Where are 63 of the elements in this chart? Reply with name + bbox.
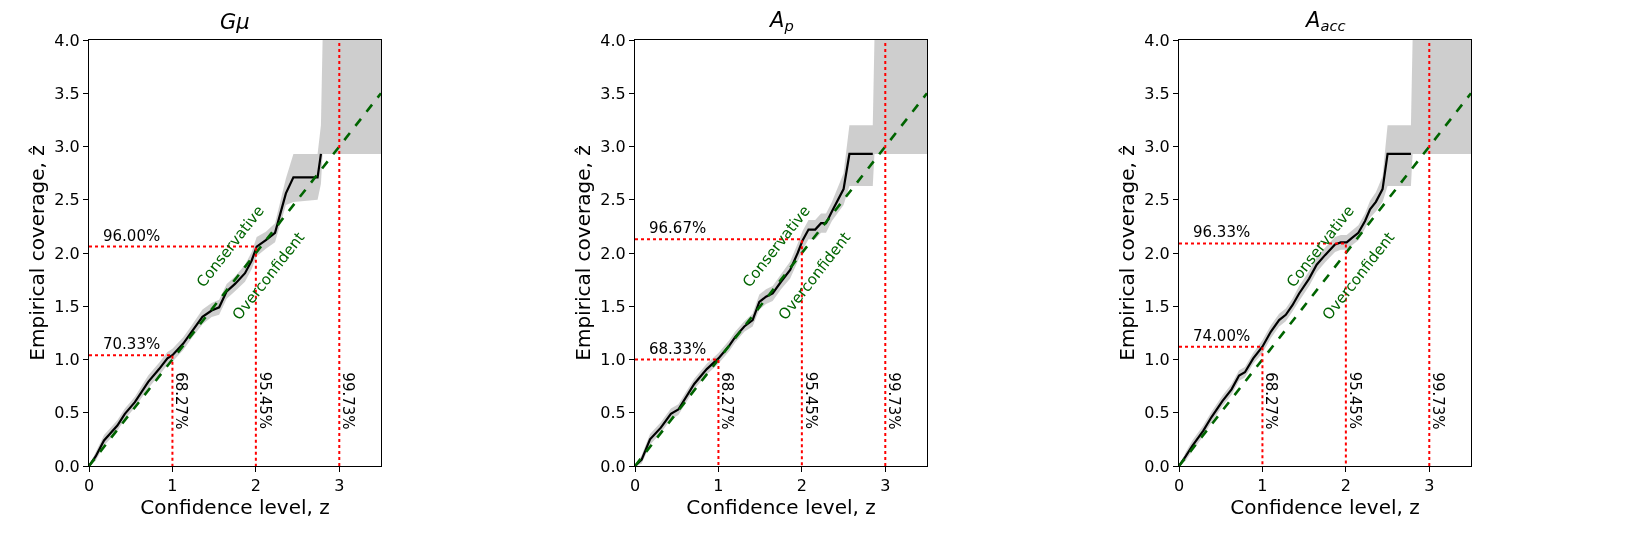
- annotation: 95.45%: [1345, 371, 1364, 429]
- y-tick-label: 4.0: [54, 30, 80, 50]
- annotation: 96.67%: [649, 219, 707, 237]
- y-tick-label: 2.5: [1144, 190, 1170, 210]
- y-tick-label: 4.0: [600, 30, 626, 50]
- y-tick-label: 0.5: [600, 403, 626, 423]
- chart-title: Gμ: [220, 10, 250, 34]
- y-tick-label: 1.5: [54, 296, 80, 316]
- x-tick-label: 0: [83, 476, 95, 496]
- annotation: 96.00%: [103, 227, 161, 245]
- y-axis-title: Empirical coverage, ẑ: [24, 145, 49, 361]
- annotation: 68.27%: [718, 372, 737, 430]
- annotation: 74.00%: [1193, 327, 1251, 345]
- x-tick-label: 0: [1173, 476, 1185, 496]
- annotation: 68.33%: [649, 340, 707, 358]
- y-tick-label: 1.0: [54, 350, 80, 370]
- y-tick-label: 0.0: [1144, 456, 1170, 476]
- x-tick-label: 1: [713, 476, 724, 496]
- x-axis-title: Confidence level, z: [686, 495, 876, 520]
- y-axis-title: Empirical coverage, ẑ: [1114, 145, 1139, 361]
- annotation: 70.33%: [103, 335, 161, 353]
- y-tick-label: 3.5: [54, 83, 80, 103]
- x-tick-label: 3: [1424, 476, 1435, 496]
- y-tick-label: 3.0: [54, 137, 80, 157]
- annotation: 99.73%: [884, 372, 903, 430]
- annotation: 99.73%: [338, 372, 357, 430]
- y-tick-label: 2.0: [54, 243, 80, 263]
- annotation: 96.33%: [1193, 223, 1251, 241]
- x-axis-title: Confidence level, z: [140, 495, 330, 520]
- y-tick-label: 2.0: [600, 243, 626, 263]
- y-tick-label: 2.0: [1144, 243, 1170, 263]
- annotation: 68.27%: [1262, 372, 1281, 430]
- x-tick-label: 0: [629, 476, 641, 496]
- x-axis-title: Confidence level, z: [1230, 495, 1420, 520]
- y-tick-label: 0.0: [54, 456, 80, 476]
- chart-title: A$_{p}$: [768, 8, 794, 35]
- x-tick-label: 1: [167, 476, 178, 496]
- x-tick-label: 3: [880, 476, 891, 496]
- y-tick-label: 3.5: [600, 83, 626, 103]
- chart-title: A$_{acc}$: [1304, 8, 1346, 35]
- y-tick-label: 0.5: [1144, 403, 1170, 423]
- x-tick-label: 2: [796, 476, 807, 496]
- annotation: 95.45%: [255, 371, 274, 429]
- y-tick-label: 1.5: [600, 296, 626, 316]
- y-tick-label: 1.0: [1144, 350, 1170, 370]
- x-tick-label: 3: [334, 476, 345, 496]
- y-tick-label: 0.5: [54, 403, 80, 423]
- y-tick-label: 3.0: [600, 137, 626, 157]
- y-tick-label: 2.5: [54, 190, 80, 210]
- x-tick-label: 2: [250, 476, 261, 496]
- y-tick-label: 0.0: [600, 456, 626, 476]
- y-tick-label: 3.5: [1144, 83, 1170, 103]
- y-tick-label: 1.0: [600, 350, 626, 370]
- y-tick-label: 3.0: [1144, 137, 1170, 157]
- y-tick-label: 1.5: [1144, 296, 1170, 316]
- annotation: 99.73%: [1428, 372, 1447, 430]
- y-axis-title: Empirical coverage, ẑ: [570, 145, 595, 361]
- annotation: 68.27%: [172, 372, 191, 430]
- x-tick-label: 2: [1340, 476, 1351, 496]
- y-tick-label: 4.0: [1144, 30, 1170, 50]
- x-tick-label: 1: [1257, 476, 1268, 496]
- annotation: 95.45%: [801, 371, 820, 429]
- y-tick-label: 2.5: [600, 190, 626, 210]
